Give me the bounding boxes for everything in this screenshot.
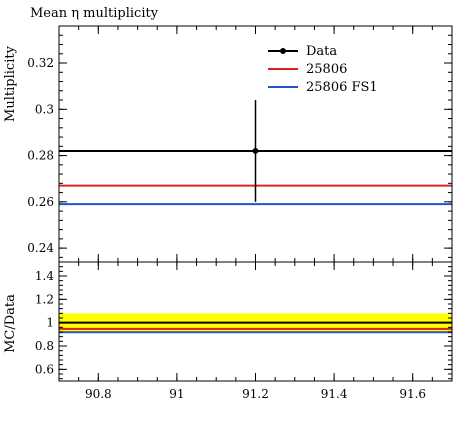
ratio-y-axis-label: MC/Data <box>3 294 18 353</box>
legend: Data 25806 25806 FS1 <box>268 44 378 95</box>
x-tick-label: 91.4 <box>321 387 348 401</box>
main-panel: 0.24 0.26 0.28 0.3 0.32 <box>27 25 453 263</box>
main-y-tick-label: 0.26 <box>27 195 54 209</box>
main-y-axis-label: Multiplicity <box>3 45 18 122</box>
x-tick-label: 91.2 <box>242 387 269 401</box>
main-y-tick-label: 0.28 <box>27 149 54 163</box>
legend-marker-0 <box>280 48 286 54</box>
ratio-panel: 0.6 0.8 1 1.2 1.4 90.8 91 91.2 91.4 91.6 <box>35 261 453 401</box>
ratio-y-tick-label: 1 <box>46 316 54 330</box>
ratio-y-tick-label: 0.6 <box>35 362 54 376</box>
main-y-tick-label: 0.3 <box>35 102 54 116</box>
ratio-y-tick-label: 0.8 <box>35 339 54 353</box>
main-y-tick-label: 0.32 <box>27 56 54 70</box>
legend-label-2: 25806 FS1 <box>306 80 378 95</box>
chart-title: Mean η multiplicity <box>30 6 159 21</box>
main-y-tick-label: 0.24 <box>27 241 54 255</box>
x-tick-label: 91.6 <box>399 387 426 401</box>
x-tick-label: 91 <box>169 387 184 401</box>
ratio-y-tick-label: 1.2 <box>35 292 54 306</box>
x-tick-label: 90.8 <box>85 387 112 401</box>
ratio-y-tick-label: 1.4 <box>35 269 54 283</box>
data-point <box>252 147 259 154</box>
legend-label-0: Data <box>306 44 337 59</box>
legend-label-1: 25806 <box>306 62 347 77</box>
